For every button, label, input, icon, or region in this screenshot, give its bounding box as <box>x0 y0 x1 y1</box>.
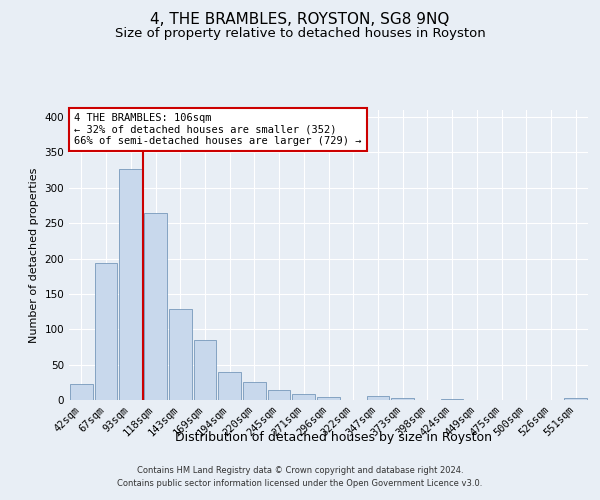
Bar <box>268 390 290 400</box>
Bar <box>317 397 340 400</box>
Text: 4 THE BRAMBLES: 106sqm
← 32% of detached houses are smaller (352)
66% of semi-de: 4 THE BRAMBLES: 106sqm ← 32% of detached… <box>74 113 362 146</box>
Bar <box>70 384 93 400</box>
Bar <box>564 398 587 400</box>
Bar <box>292 394 315 400</box>
Text: Size of property relative to detached houses in Royston: Size of property relative to detached ho… <box>115 28 485 40</box>
Bar <box>119 168 142 400</box>
Bar <box>169 310 191 400</box>
Text: Contains HM Land Registry data © Crown copyright and database right 2024.
Contai: Contains HM Land Registry data © Crown c… <box>118 466 482 487</box>
Bar <box>441 398 463 400</box>
Bar <box>194 340 216 400</box>
Bar <box>367 396 389 400</box>
Bar <box>95 264 118 400</box>
Y-axis label: Number of detached properties: Number of detached properties <box>29 168 39 342</box>
Bar <box>243 382 266 400</box>
Bar <box>218 372 241 400</box>
Bar <box>391 398 414 400</box>
Text: 4, THE BRAMBLES, ROYSTON, SG8 9NQ: 4, THE BRAMBLES, ROYSTON, SG8 9NQ <box>151 12 449 28</box>
Bar <box>144 212 167 400</box>
Text: Distribution of detached houses by size in Royston: Distribution of detached houses by size … <box>175 431 491 444</box>
